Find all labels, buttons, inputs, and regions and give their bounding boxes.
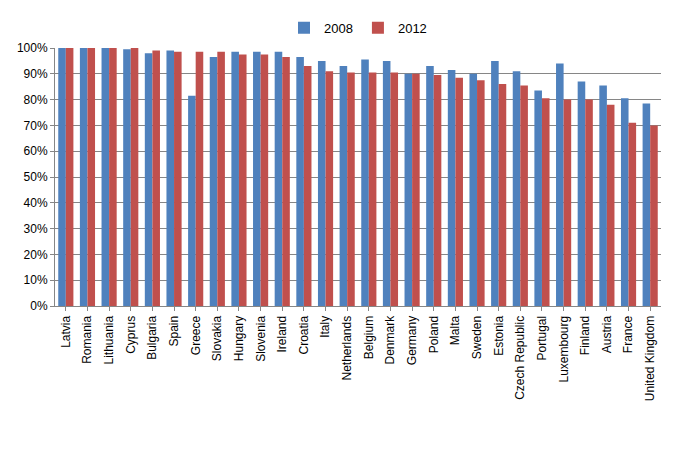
svg-text:90%: 90% — [24, 67, 48, 81]
svg-text:Latvia: Latvia — [59, 315, 73, 347]
svg-text:Austria: Austria — [600, 315, 614, 353]
svg-text:Slovenia: Slovenia — [254, 315, 268, 361]
svg-text:Czech Republic: Czech Republic — [513, 316, 527, 400]
svg-text:Hungary: Hungary — [232, 316, 246, 361]
svg-text:Germany: Germany — [405, 316, 419, 365]
svg-text:Estonia: Estonia — [492, 315, 506, 355]
svg-text:Ireland: Ireland — [275, 316, 289, 353]
svg-text:Italy: Italy — [318, 316, 332, 338]
svg-text:10%: 10% — [24, 273, 48, 287]
svg-text:50%: 50% — [24, 170, 48, 184]
svg-text:Croatia: Croatia — [297, 315, 311, 354]
svg-text:Bulgaria: Bulgaria — [145, 315, 159, 359]
svg-text:80%: 80% — [24, 93, 48, 107]
svg-text:20%: 20% — [24, 248, 48, 262]
svg-text:Spain: Spain — [167, 316, 181, 347]
svg-text:Finland: Finland — [578, 316, 592, 355]
svg-text:30%: 30% — [24, 222, 48, 236]
svg-text:Netherlands: Netherlands — [340, 316, 354, 381]
svg-text:Cyprus: Cyprus — [124, 316, 138, 354]
svg-text:Romania: Romania — [80, 315, 94, 363]
svg-text:Sweden: Sweden — [470, 316, 484, 359]
svg-text:Lithuania: Lithuania — [102, 315, 116, 364]
svg-text:Slovakia: Slovakia — [210, 315, 224, 361]
svg-text:France: France — [621, 315, 635, 353]
svg-text:Belgium: Belgium — [362, 316, 376, 359]
svg-text:0%: 0% — [30, 299, 48, 313]
svg-text:Luxembourg: Luxembourg — [557, 316, 571, 383]
svg-text:Denmark: Denmark — [383, 315, 397, 365]
svg-text:Portugal: Portugal — [535, 316, 549, 361]
svg-text:100%: 100% — [17, 41, 48, 55]
svg-text:40%: 40% — [24, 196, 48, 210]
svg-text:2012: 2012 — [398, 21, 427, 36]
svg-text:Poland: Poland — [427, 316, 441, 353]
svg-text:Greece: Greece — [189, 315, 203, 355]
svg-text:70%: 70% — [24, 119, 48, 133]
svg-text:2008: 2008 — [324, 21, 353, 36]
svg-text:Malta: Malta — [448, 315, 462, 345]
svg-text:60%: 60% — [24, 144, 48, 158]
svg-text:United Kingdom: United Kingdom — [643, 316, 657, 401]
